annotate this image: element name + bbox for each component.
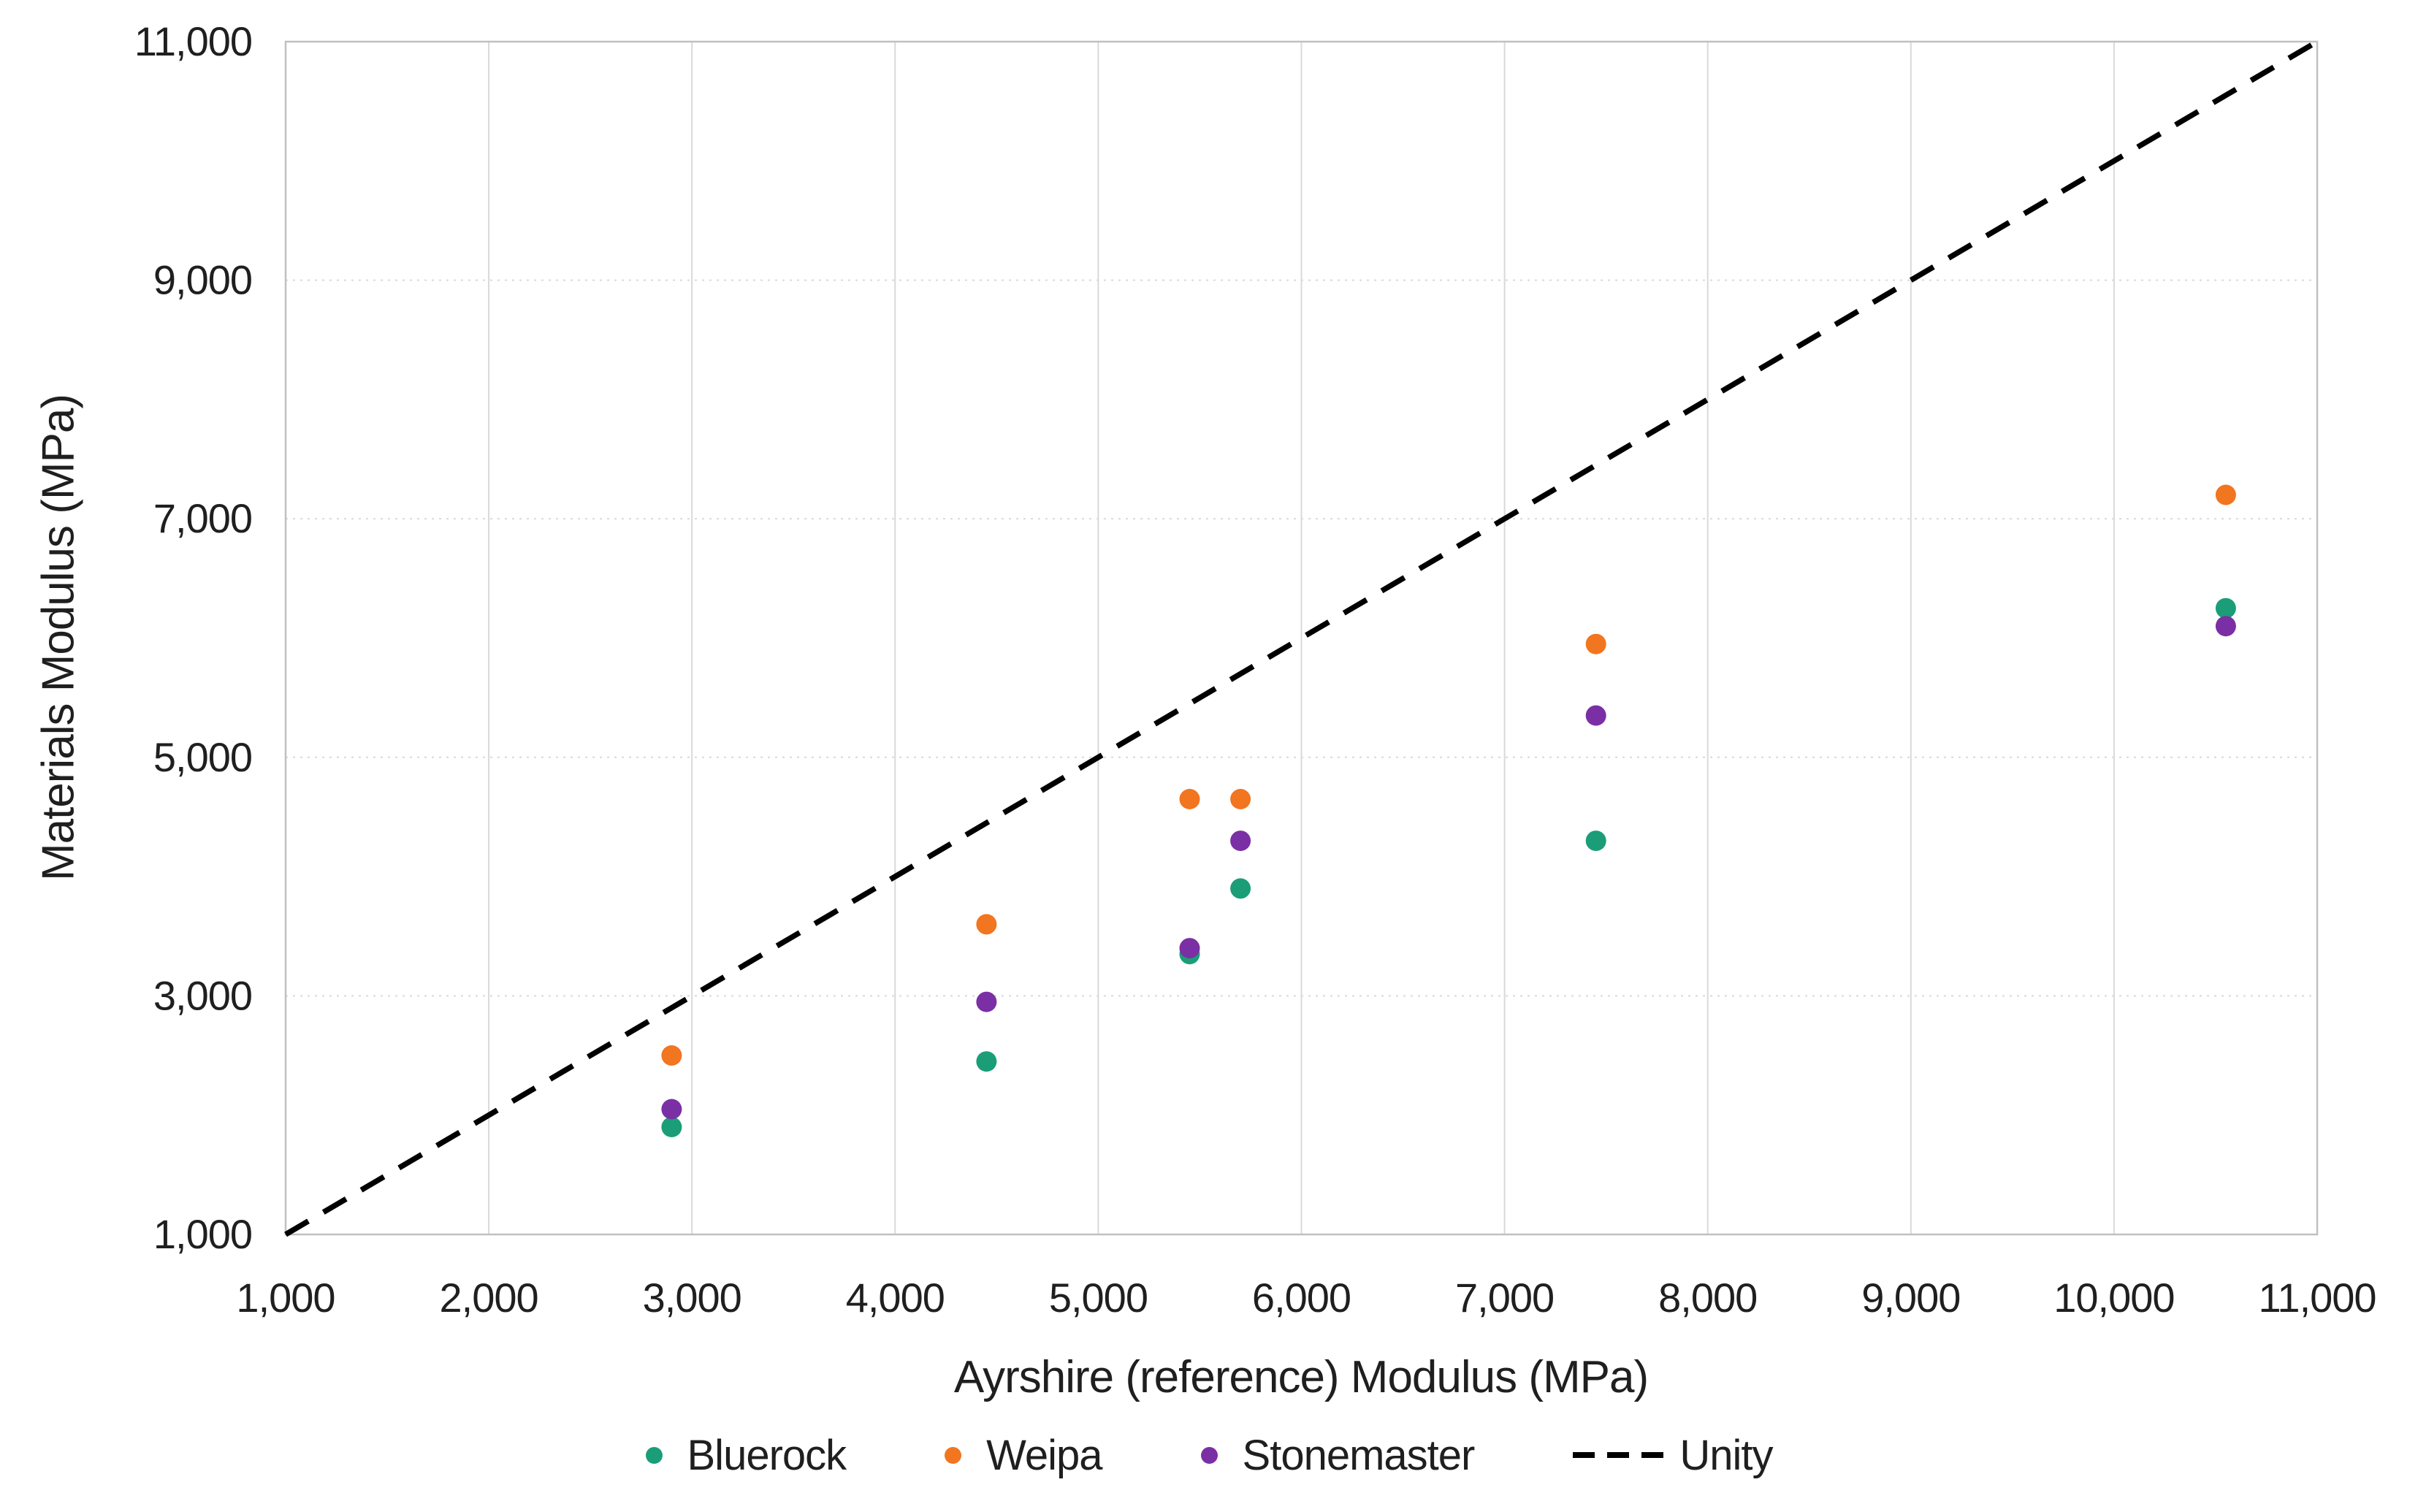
data-point: [661, 1117, 682, 1137]
legend-label-weipa: Weipa: [986, 1431, 1102, 1479]
data-point: [976, 914, 997, 935]
data-point: [2215, 484, 2236, 505]
legend-label-bluerock: Bluerock: [687, 1431, 847, 1479]
y-tick-label: 1,000: [153, 1211, 252, 1257]
data-point: [661, 1099, 682, 1120]
data-point: [2215, 597, 2236, 619]
series-stonemaster: [661, 616, 2236, 1120]
weipa-marker-icon: [945, 1446, 962, 1464]
data-point: [1230, 789, 1251, 809]
data-point: [1179, 938, 1200, 959]
data-point: [976, 1051, 997, 1072]
series-bluerock: [661, 597, 2236, 1137]
data-point: [1230, 831, 1251, 852]
data-point: [1585, 633, 1606, 654]
bluerock-marker-icon: [645, 1446, 663, 1464]
data-point: [2215, 616, 2236, 637]
y-tick-label: 11,000: [134, 18, 252, 64]
x-tick-labels: 1,000 2,000 3,000 4,000 5,000 6,000 7,000 8,000…: [236, 1275, 2376, 1321]
x-tick-label: 9,000: [1861, 1275, 1960, 1321]
y-axis-title: Materials Modulus (MPa): [33, 394, 84, 882]
y-tick-label: 9,000: [153, 257, 252, 303]
y-tick-label: 5,000: [153, 734, 252, 780]
data-point: [1230, 878, 1251, 899]
data-point: [661, 1045, 682, 1066]
x-tick-label: 11,000: [2258, 1275, 2376, 1321]
legend-item-weipa: Weipa: [945, 1431, 1103, 1480]
chart-legend: Bluerock Weipa Stonemaster Unity: [0, 1429, 2418, 1481]
legend-label-stonemaster: Stonemaster: [1242, 1431, 1476, 1479]
gridlines: [286, 42, 2317, 1234]
x-axis-title: Ayrshire (reference) Modulus (MPa): [953, 1352, 1649, 1402]
y-tick-label: 3,000: [153, 972, 252, 1018]
x-tick-label: 6,000: [1252, 1275, 1351, 1321]
x-tick-label: 10,000: [2053, 1275, 2174, 1321]
series-weipa: [661, 484, 2236, 1066]
x-tick-label: 1,000: [236, 1275, 335, 1321]
stonemaster-marker-icon: [1200, 1446, 1218, 1464]
legend-item-stonemaster: Stonemaster: [1200, 1431, 1476, 1480]
x-tick-label: 8,000: [1658, 1275, 1757, 1321]
y-tick-labels: 1,000 3,000 5,000 7,000 9,000 11,000: [134, 18, 253, 1257]
x-tick-label: 2,000: [440, 1275, 538, 1321]
x-tick-label: 4,000: [846, 1275, 945, 1321]
data-point: [1585, 705, 1606, 726]
data-point: [976, 991, 997, 1012]
legend-label-unity: Unity: [1679, 1431, 1773, 1479]
x-tick-label: 7,000: [1455, 1275, 1554, 1321]
plot-border: [284, 40, 2319, 1236]
data-point: [1179, 789, 1200, 809]
data-point: [1585, 831, 1606, 852]
unity-dash-icon: [1573, 1452, 1666, 1458]
x-tick-label: 5,000: [1049, 1275, 1148, 1321]
legend-item-unity: Unity: [1573, 1431, 1774, 1480]
x-tick-label: 3,000: [643, 1275, 741, 1321]
legend-item-bluerock: Bluerock: [645, 1431, 847, 1480]
y-tick-label: 7,000: [153, 495, 252, 541]
